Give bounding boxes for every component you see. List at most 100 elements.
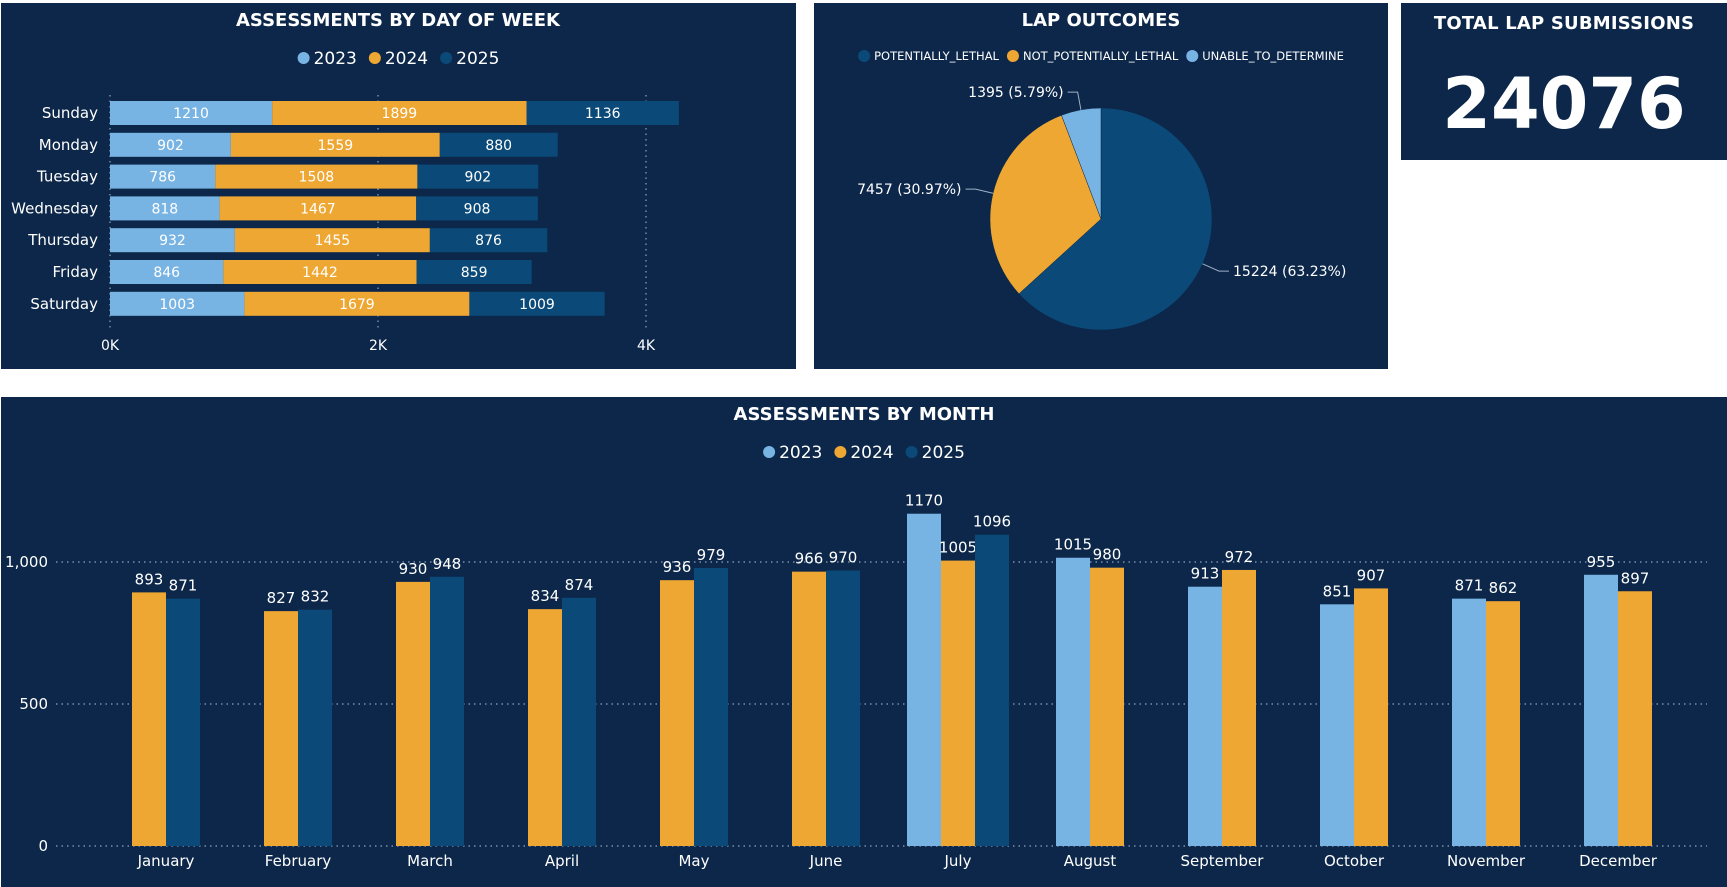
day-bar-label: 1442 bbox=[302, 265, 338, 281]
day-bar-label: 932 bbox=[159, 233, 186, 249]
day-bar-label: 818 bbox=[151, 201, 178, 217]
month-category-label: October bbox=[1324, 852, 1385, 870]
day-bar-label: 1508 bbox=[299, 170, 335, 186]
day-bar-segment bbox=[110, 260, 224, 284]
legend-label: 2025 bbox=[456, 49, 499, 69]
day-legend: 2023 2024 2025 bbox=[297, 49, 499, 69]
day-bar-label: 1467 bbox=[300, 201, 336, 217]
day-bar-label: 880 bbox=[485, 138, 512, 154]
month-bar-label: 907 bbox=[1357, 566, 1386, 584]
month-bar-label: 1005 bbox=[939, 539, 977, 557]
day-bar-label: 786 bbox=[149, 170, 176, 186]
legend-label: NOT_POTENTIALLY_LETHAL bbox=[1023, 49, 1179, 63]
day-x-tick-label: 2K bbox=[369, 338, 388, 354]
day-bar-label: 876 bbox=[475, 233, 502, 249]
day-bar-segment bbox=[244, 291, 470, 316]
month-bar bbox=[132, 592, 166, 846]
month-bar-label: 893 bbox=[135, 570, 164, 588]
month-bar bbox=[562, 597, 596, 846]
legend-label: 2023 bbox=[314, 49, 357, 69]
day-bar-segment bbox=[110, 164, 216, 189]
pie-slice bbox=[989, 114, 1102, 295]
day-x-tick-label: 0K bbox=[101, 338, 120, 354]
day-chart-title: ASSESSMENTS BY DAY OF WEEK bbox=[236, 10, 561, 31]
legend-label: 2024 bbox=[385, 49, 428, 69]
month-bar-label: 930 bbox=[399, 560, 428, 578]
day-bar-segment bbox=[234, 228, 430, 253]
month-bar bbox=[1056, 557, 1090, 846]
month-bar-label: 980 bbox=[1093, 546, 1122, 564]
day-category-label: Thursday bbox=[27, 231, 98, 249]
day-bar-segment bbox=[223, 260, 417, 284]
month-chart: ASSESSMENTS BY MONTH 2023 2024 2025 0 500 1,00… bbox=[5, 404, 1707, 870]
month-category-label: August bbox=[1064, 852, 1117, 870]
month-bar bbox=[1354, 588, 1388, 846]
month-bar-label: 832 bbox=[301, 588, 330, 606]
day-bar-label: 859 bbox=[461, 265, 488, 281]
month-category-label: March bbox=[407, 852, 453, 870]
pie-data-label: 15224 (63.23%) bbox=[1233, 264, 1346, 280]
month-bar-label: 913 bbox=[1191, 565, 1220, 583]
month-category-label: January bbox=[137, 852, 195, 870]
month-category-label: September bbox=[1181, 852, 1265, 870]
legend-marker bbox=[1006, 50, 1019, 62]
month-bar-label: 897 bbox=[1621, 569, 1650, 587]
legend-marker bbox=[834, 446, 847, 458]
month-bar bbox=[660, 580, 694, 846]
month-bar-label: 955 bbox=[1587, 553, 1616, 571]
day-bar-label: 1009 bbox=[519, 297, 555, 313]
month-bar bbox=[1618, 591, 1652, 846]
month-bar-label: 1096 bbox=[973, 513, 1011, 531]
legend-label: POTENTIALLY_LETHAL bbox=[874, 49, 999, 63]
legend-marker bbox=[368, 52, 381, 64]
day-x-tick-label: 4K bbox=[637, 338, 656, 354]
month-bar-label: 936 bbox=[663, 558, 692, 576]
month-bar bbox=[166, 598, 200, 846]
day-bar-label: 1559 bbox=[318, 138, 354, 154]
month-legend: 2023 2024 2025 bbox=[763, 443, 965, 463]
month-category-label: December bbox=[1579, 852, 1658, 870]
month-bar bbox=[1486, 601, 1520, 846]
month-bar-label: 834 bbox=[531, 587, 560, 605]
month-bar bbox=[1222, 569, 1256, 846]
day-bar-segment bbox=[272, 101, 527, 125]
month-bar bbox=[1320, 604, 1354, 846]
day-bar-segment bbox=[219, 196, 417, 221]
day-bar-label: 1899 bbox=[382, 106, 418, 122]
pie-leader-line bbox=[1202, 263, 1230, 272]
day-bar-segment bbox=[110, 291, 245, 316]
month-bar-label: 851 bbox=[1323, 582, 1352, 600]
month-bar bbox=[1584, 574, 1618, 846]
day-bar-label: 846 bbox=[153, 265, 180, 281]
month-bar bbox=[792, 571, 826, 846]
legend-marker bbox=[858, 50, 871, 62]
month-bar-label: 970 bbox=[829, 549, 858, 567]
month-bar bbox=[975, 534, 1009, 846]
legend-label: 2025 bbox=[922, 443, 965, 463]
month-bar-label: 871 bbox=[169, 577, 198, 595]
legend-marker bbox=[440, 52, 453, 64]
month-bar bbox=[298, 609, 332, 846]
day-category-label: Wednesday bbox=[11, 199, 98, 217]
pie-slice bbox=[1018, 107, 1213, 331]
month-bar bbox=[430, 576, 464, 846]
month-y-tick-label: 500 bbox=[19, 695, 48, 713]
legend-marker bbox=[1186, 50, 1199, 62]
month-panel: ASSESSMENTS BY MONTH 2023 2024 2025 0 500 1,00… bbox=[1, 397, 1727, 887]
day-bar-segment bbox=[416, 196, 538, 221]
day-bar-label: 1455 bbox=[315, 233, 351, 249]
pie-legend: POTENTIALLY_LETHAL NOT_POTENTIALLY_LETHAL… bbox=[858, 49, 1344, 63]
day-bar-segment bbox=[416, 260, 532, 284]
legend-label: UNABLE_TO_DETERMINE bbox=[1202, 49, 1344, 63]
month-category-label: November bbox=[1447, 852, 1526, 870]
day-category-label: Sunday bbox=[42, 104, 98, 122]
month-bar bbox=[1090, 567, 1124, 846]
legend-marker bbox=[905, 446, 918, 458]
month-bar bbox=[694, 567, 728, 846]
month-category-label: May bbox=[678, 852, 709, 870]
month-bar-label: 874 bbox=[565, 576, 594, 594]
day-bar-label: 908 bbox=[464, 201, 491, 217]
month-bar bbox=[941, 560, 975, 846]
day-bar-segment bbox=[439, 132, 558, 157]
day-bar-label: 1136 bbox=[585, 106, 621, 122]
